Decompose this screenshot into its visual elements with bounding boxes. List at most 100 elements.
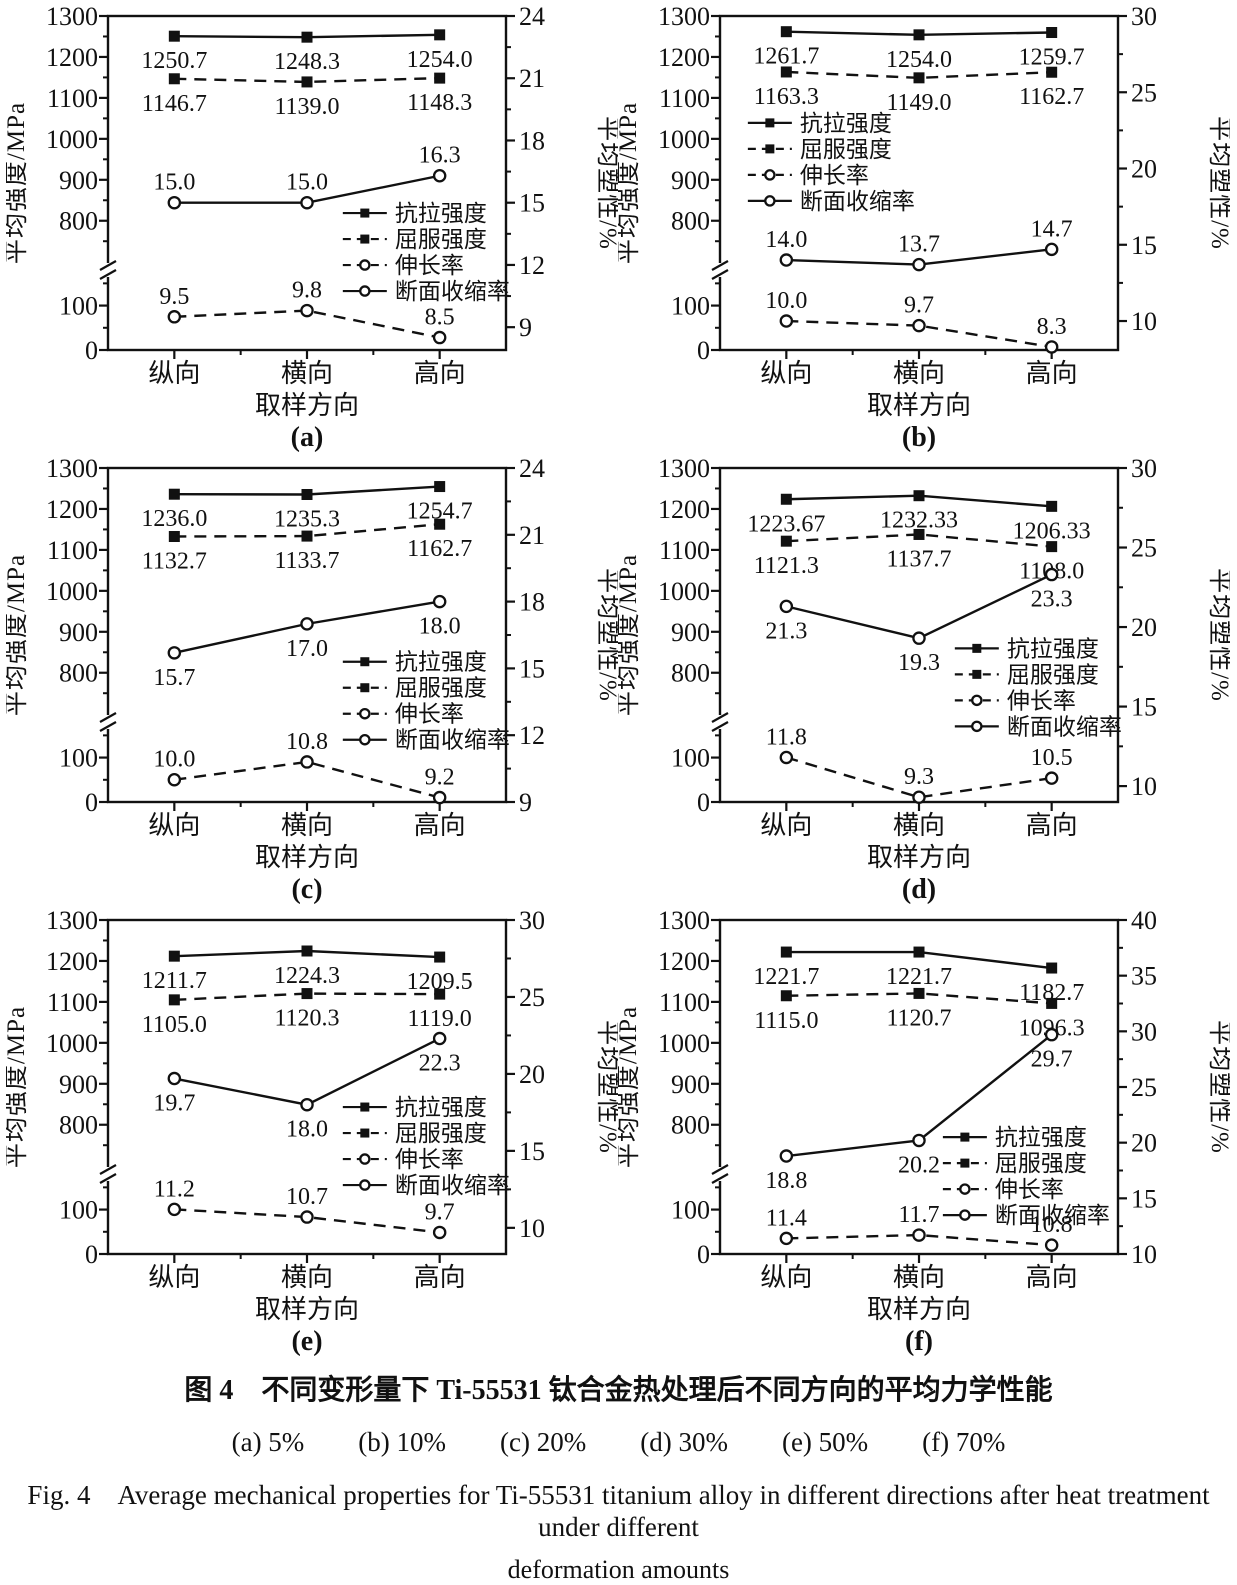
data-label: 1162.7 [407,536,472,562]
caption-subfig-list: (a) 5% (b) 10% (c) 20% (d) 30% (e) 50% (… [231,1427,1006,1457]
marker-open-circle [359,259,371,271]
data-label: 16.3 [419,143,461,169]
data-label: 1132.7 [142,549,207,575]
caption-title-en: Fig. 4 Average mechanical properties for… [27,1480,1210,1542]
marker-filled-square [434,988,446,1000]
right-axis-tick-label: 30 [1131,2,1157,31]
legend-item: 屈服强度 [954,662,1099,687]
left-axis-tick-label: 100 [59,744,98,773]
marker-filled-square [168,950,180,962]
left-axis-tick-label: 800 [671,659,710,688]
legend-label: 断面收缩率 [395,728,510,753]
data-label: 1254.0 [407,47,473,73]
legend-item: 抗拉强度 [342,650,487,675]
marker-open-circle [912,257,926,272]
data-label: 1120.3 [274,1006,339,1032]
left-axis-title: 平均强度/MPa [6,554,30,716]
right-axis-tick-label: 10 [1131,1240,1157,1269]
marker-open-circle [359,707,371,720]
subplot-letter: (c) [291,874,322,904]
right-axis-tick-label: 21 [519,64,545,93]
legend-item: 屈服强度 [342,1121,487,1146]
series-line-1 [786,70,1052,80]
axis-break-gap [717,1167,723,1181]
marker-open-circle [1044,567,1059,582]
axis-break-gap [717,263,723,277]
legend-item: 断面收缩率 [954,714,1122,739]
right-axis-title: 平均塑性/% [1206,116,1230,250]
marker-open-circle [300,303,314,318]
left-axis-tick-label: 900 [671,1070,710,1099]
data-label: 1259.7 [1019,45,1085,71]
marker-open-circle [167,1202,182,1217]
marker-filled-square [301,988,313,1000]
data-label: 14.0 [765,227,807,253]
x-category-label: 纵向 [760,811,812,840]
left-axis-tick-label: 1300 [46,906,98,935]
axis-break-slash [711,260,729,271]
data-label: 1250.7 [141,48,207,74]
marker-open-circle [300,1097,314,1112]
axis-break-slash [711,1164,729,1175]
subplot-letter: (b) [902,422,936,452]
left-axis-tick-label: 800 [59,207,98,236]
data-label: 15.7 [153,665,195,691]
legend-label: 屈服强度 [395,676,487,701]
data-label: 13.7 [898,232,940,258]
data-label: 1133.7 [274,548,339,574]
x-axis-title: 取样方向 [255,391,359,420]
marker-filled-square [913,987,925,999]
legend-label: 伸长率 [800,163,869,188]
data-label: 18.8 [765,1168,807,1194]
marker-open-circle [959,1183,971,1195]
series-line-2 [174,1208,440,1234]
marker-filled-square [1046,500,1058,512]
left-axis-tick-label: 1000 [658,577,710,606]
marker-filled-square [960,1158,970,1168]
marker-filled-square [1046,66,1058,78]
left-axis-tick-label: 1200 [658,43,710,72]
right-axis-title: 平均塑性/% [1206,1020,1230,1154]
marker-filled-square [913,528,925,540]
left-axis-tick-label: 1300 [46,454,98,483]
data-label: 1254.0 [886,47,952,73]
marker-filled-square [780,66,792,78]
data-label: 1148.3 [407,90,472,116]
right-axis-tick-label: 15 [519,1137,545,1166]
right-axis-tick-label: 12 [519,251,545,280]
data-label: 11.8 [766,724,807,750]
legend-item: 伸长率 [954,688,1076,713]
marker-filled-square [434,29,446,41]
marker-filled-square [360,683,370,693]
marker-open-circle [359,1153,371,1165]
right-axis-tick-label: 10 [1131,307,1157,336]
marker-open-circle [779,1149,794,1163]
series-line-1 [174,523,440,538]
right-axis-tick-label: 30 [519,906,545,935]
axis-break-slash [711,1173,729,1184]
marker-filled-square [168,531,180,543]
data-label: 10.8 [1031,1212,1073,1238]
left-axis-tick-label: 1200 [46,947,98,976]
data-label: 20.2 [898,1152,940,1178]
data-label: 10.0 [153,747,195,773]
left-axis-tick-label: 0 [697,336,710,365]
marker-filled-square [1046,27,1058,39]
legend-label: 伸长率 [1007,688,1076,713]
marker-filled-square [168,994,180,1006]
data-label: 1149.0 [886,90,951,116]
legend-label: 屈服强度 [800,137,892,162]
legend-label: 抗拉强度 [1007,636,1099,661]
left-axis-tick-label: 800 [671,207,710,236]
marker-filled-square [360,208,370,218]
left-axis-tick-label: 1000 [658,1029,710,1058]
marker-open-circle [1044,1238,1059,1252]
